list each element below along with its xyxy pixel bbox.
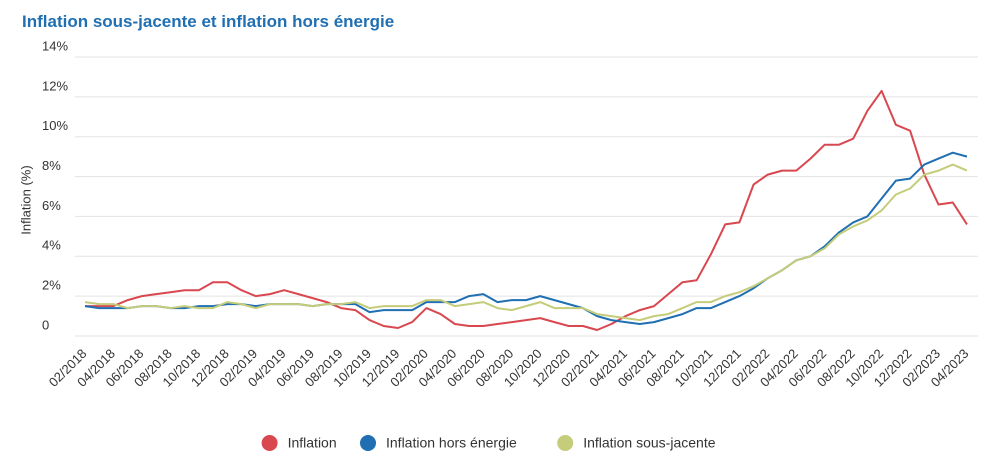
- y-tick-label: 6%: [42, 198, 61, 213]
- legend-marker: [261, 435, 278, 451]
- legend-marker: [360, 435, 376, 451]
- legend-label: Inflation: [288, 435, 337, 451]
- y-axis-label: Inflation (%): [18, 165, 33, 234]
- series-line: [84, 151, 968, 325]
- chart-title: Inflation sous-jacente et inflation hors…: [22, 12, 394, 31]
- legend: Inflation Inflation hors énergie Inflation…: [261, 435, 716, 451]
- series-line: [84, 163, 968, 322]
- legend-label: Inflation hors énergie: [386, 435, 517, 451]
- y-tick-label: 8%: [42, 158, 61, 173]
- y-tick-label: 14%: [42, 38, 68, 53]
- y-tick-label: 10%: [42, 118, 68, 133]
- legend-marker: [557, 435, 574, 451]
- y-tick-label: 12%: [42, 78, 68, 93]
- y-tick-label: 0: [42, 317, 49, 332]
- series-line: [85, 89, 968, 331]
- y-tick-label: 4%: [42, 238, 61, 253]
- y-tick-label: 2%: [42, 278, 61, 293]
- legend-label: Inflation sous-jacente: [583, 435, 716, 451]
